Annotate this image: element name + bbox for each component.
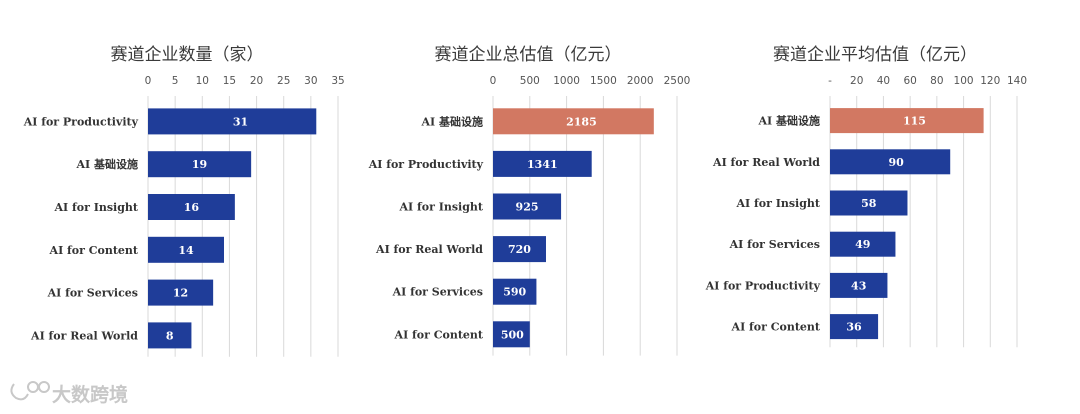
x-tick-label: 35 xyxy=(331,75,344,87)
bar xyxy=(830,190,908,216)
value-label: 49 xyxy=(855,238,870,251)
value-label: 90 xyxy=(888,156,904,169)
value-label: 12 xyxy=(173,287,188,300)
bar xyxy=(493,193,562,220)
bar xyxy=(830,108,984,134)
watermark-text: 大数跨境 xyxy=(52,383,128,406)
chart-title: 赛道企业数量（家） xyxy=(111,44,264,65)
value-label: 36 xyxy=(846,321,862,334)
x-tick-label: 20 xyxy=(850,75,863,87)
bar xyxy=(148,236,224,263)
category-label: AI 基础设施 xyxy=(75,157,138,171)
value-label: 115 xyxy=(903,115,926,128)
category-label: AI 基础设施 xyxy=(757,114,820,128)
category-label: AI for Productivity xyxy=(705,279,821,292)
x-tick-label: 500 xyxy=(520,75,540,87)
chart-title: 赛道企业平均估值（亿元） xyxy=(773,44,977,65)
category-label: AI for Insight xyxy=(736,197,821,210)
x-tick-label: 30 xyxy=(304,75,317,87)
category-label: AI for Insight xyxy=(54,201,139,214)
category-label: AI for Services xyxy=(392,286,483,299)
brand-logo-icon xyxy=(10,381,50,401)
category-label: AI for Insight xyxy=(399,201,484,214)
category-label: AI for Content xyxy=(394,328,484,341)
category-label: AI for Services xyxy=(47,287,138,300)
x-tick-label: 20 xyxy=(250,75,263,87)
value-label: 590 xyxy=(503,286,526,299)
x-tick-label: 0 xyxy=(145,75,152,87)
bar xyxy=(493,278,537,305)
x-tick-label: 60 xyxy=(903,75,916,87)
value-label: 58 xyxy=(861,197,877,210)
x-tick-label: 5 xyxy=(172,75,179,87)
x-tick-label: 140 xyxy=(1007,75,1027,87)
x-tick-label: 15 xyxy=(223,75,236,87)
value-label: 8 xyxy=(166,329,174,342)
category-label: AI for Content xyxy=(731,321,821,334)
value-label: 16 xyxy=(184,201,200,214)
category-label: AI for Real World xyxy=(712,156,820,169)
value-label: 500 xyxy=(501,328,524,341)
x-tick-label: 25 xyxy=(277,75,290,87)
value-label: 925 xyxy=(516,201,539,214)
bar xyxy=(148,151,252,178)
x-tick-label: 2500 xyxy=(664,75,691,87)
value-label: 43 xyxy=(851,279,866,292)
bar xyxy=(830,231,896,257)
x-tick-label: - xyxy=(828,75,832,87)
chart-average-valuation: 赛道企业平均估值（亿元） - 20 40 60 80 100 120 140 AI 基础设施 115… xyxy=(705,44,1027,348)
bar xyxy=(148,279,214,306)
bar xyxy=(493,236,546,263)
bar xyxy=(148,108,317,135)
value-label: 720 xyxy=(508,243,531,256)
value-label: 31 xyxy=(233,115,248,128)
watermark: 大数跨境 xyxy=(10,381,128,406)
x-tick-label: 2000 xyxy=(627,75,654,87)
bar xyxy=(830,272,888,298)
category-label: AI for Content xyxy=(49,244,139,257)
bar xyxy=(493,321,530,348)
x-tick-label: 40 xyxy=(877,75,890,87)
category-label: AI for Productivity xyxy=(368,158,484,171)
x-tick-label: 1000 xyxy=(553,75,580,87)
value-label: 1341 xyxy=(527,158,558,171)
category-label: AI for Productivity xyxy=(23,115,139,128)
bar xyxy=(830,314,879,340)
category-label: AI for Real World xyxy=(375,243,483,256)
bar xyxy=(148,322,192,349)
value-label: 19 xyxy=(192,158,207,171)
bar xyxy=(148,194,235,220)
bar xyxy=(830,149,951,175)
category-label: AI for Real World xyxy=(30,329,138,342)
category-label: AI 基础设施 xyxy=(420,114,483,128)
bar xyxy=(493,150,592,177)
bar xyxy=(493,108,654,135)
x-tick-label: 120 xyxy=(980,75,1000,87)
x-tick-label: 80 xyxy=(930,75,943,87)
x-tick-label: 100 xyxy=(954,75,974,87)
x-tick-label: 1500 xyxy=(590,75,617,87)
x-tick-label: 0 xyxy=(490,75,497,87)
value-label: 14 xyxy=(178,244,194,257)
x-tick-label: 10 xyxy=(196,75,209,87)
value-label: 2185 xyxy=(566,115,597,128)
chart-enterprise-count: 赛道企业数量（家） 0 5 10 15 20 25 30 35 AI for Productivi… xyxy=(23,44,345,357)
chart-title: 赛道企业总估值（亿元） xyxy=(435,44,622,65)
category-label: AI for Services xyxy=(729,238,820,251)
chart-total-valuation: 赛道企业总估值（亿元） 0 500 1000 1500 2000 2500 AI 基础设施 21… xyxy=(368,44,691,356)
